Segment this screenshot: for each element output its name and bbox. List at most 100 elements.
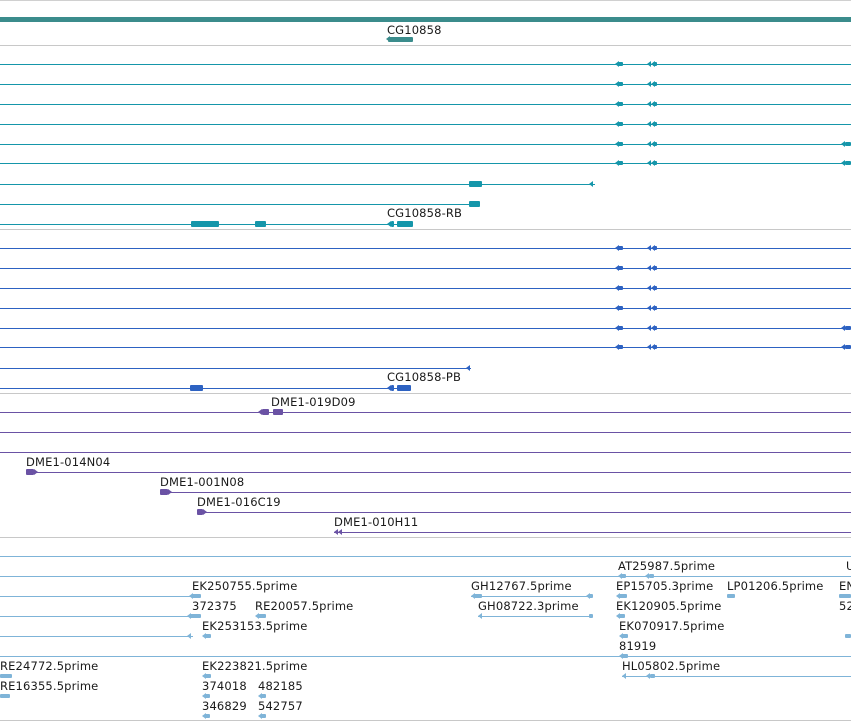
exon-block[interactable] [589, 614, 593, 618]
intron-line[interactable] [0, 144, 851, 145]
intron-line[interactable] [0, 556, 851, 557]
est-label[interactable]: EK223821.5prime [202, 659, 308, 673]
exon-block[interactable] [653, 122, 657, 126]
gene-block[interactable] [388, 37, 413, 42]
exon-block[interactable] [192, 594, 201, 598]
exon-block[interactable] [469, 201, 480, 207]
est-label[interactable]: EK250755.5prime [192, 579, 298, 593]
est-label[interactable]: EK120905.5prime [616, 599, 722, 613]
exon-block[interactable] [653, 345, 657, 349]
exon-block[interactable] [618, 122, 623, 126]
intron-line[interactable] [0, 64, 851, 65]
exon-block[interactable] [255, 221, 266, 227]
intron-line[interactable] [334, 532, 851, 533]
intron-line[interactable] [0, 596, 201, 597]
clone-label[interactable]: DME1-001N08 [160, 475, 245, 489]
intron-line[interactable] [0, 432, 851, 433]
exon-block[interactable] [618, 82, 623, 86]
exon-block[interactable] [839, 594, 851, 598]
exon-block[interactable] [397, 221, 413, 227]
exon-block[interactable] [618, 286, 623, 290]
exon-block[interactable] [618, 142, 623, 146]
exon-block[interactable] [261, 714, 266, 718]
exon-block[interactable] [653, 62, 657, 66]
intron-line[interactable] [0, 347, 851, 348]
intron-line[interactable] [622, 676, 851, 677]
exon-block[interactable] [197, 509, 203, 515]
est-label[interactable]: GH12767.5prime [471, 579, 572, 593]
intron-line[interactable] [0, 124, 851, 125]
est-label[interactable]: EN [839, 579, 851, 593]
est-label[interactable]: HL05802.5prime [622, 659, 721, 673]
exon-block[interactable] [0, 674, 12, 678]
exon-block[interactable] [653, 161, 657, 165]
intron-line[interactable] [197, 512, 851, 513]
transcript-label-pb[interactable]: CG10858-PB [387, 370, 461, 384]
exon-block[interactable] [845, 142, 851, 146]
exon-block[interactable] [205, 694, 210, 698]
intron-line[interactable] [0, 616, 201, 617]
intron-line[interactable] [160, 492, 851, 493]
clone-label[interactable]: DME1-010H11 [334, 515, 419, 529]
exon-block[interactable] [262, 409, 269, 415]
exon-block[interactable] [191, 221, 219, 227]
exon-block[interactable] [727, 594, 735, 598]
exon-block[interactable] [190, 385, 203, 391]
exon-block[interactable] [845, 161, 851, 165]
est-label[interactable]: AT25987.5prime [618, 559, 716, 573]
est-label[interactable]: 482185 [258, 679, 303, 693]
intron-line[interactable] [0, 368, 471, 369]
exon-block[interactable] [618, 62, 623, 66]
exon-block[interactable] [190, 614, 201, 618]
est-label[interactable]: 52 [839, 599, 851, 613]
intron-line[interactable] [0, 248, 851, 249]
intron-line[interactable] [0, 412, 851, 413]
exon-block[interactable] [160, 489, 168, 495]
exon-block[interactable] [391, 385, 394, 391]
gene-label[interactable]: CG10858 [387, 23, 442, 37]
exon-block[interactable] [205, 674, 211, 678]
est-label[interactable]: 81919 [619, 639, 657, 653]
clone-label[interactable]: DME1-016C19 [197, 495, 281, 509]
exon-block[interactable] [258, 614, 266, 618]
intron-line[interactable] [0, 288, 851, 289]
exon-block[interactable] [619, 614, 625, 618]
exon-block[interactable] [391, 221, 394, 227]
intron-line[interactable] [0, 656, 851, 657]
exon-block[interactable] [618, 326, 623, 330]
intron-line[interactable] [471, 596, 593, 597]
exon-block[interactable] [589, 594, 593, 598]
est-label[interactable]: GH08722.3prime [478, 599, 579, 613]
exon-block[interactable] [26, 469, 34, 475]
transcript-label-rb[interactable]: CG10858-RB [387, 206, 463, 220]
exon-block[interactable] [474, 594, 482, 598]
exon-block[interactable] [845, 326, 851, 330]
est-label[interactable]: 372375 [192, 599, 237, 613]
exon-block[interactable] [845, 345, 851, 349]
exon-block[interactable] [618, 306, 623, 310]
intron-line[interactable] [0, 636, 193, 637]
est-label[interactable]: RE20057.5prime [255, 599, 354, 613]
intron-line[interactable] [0, 452, 851, 453]
intron-line[interactable] [0, 184, 595, 185]
clone-label[interactable]: DME1-014N04 [26, 455, 111, 469]
est-label[interactable]: RE16355.5prime [0, 679, 99, 693]
est-label[interactable]: 346829 [202, 699, 247, 713]
intron-line[interactable] [0, 388, 411, 389]
exon-block[interactable] [653, 142, 657, 146]
intron-line[interactable] [0, 104, 851, 105]
est-label[interactable]: EK253153.5prime [202, 619, 308, 633]
exon-block[interactable] [261, 694, 266, 698]
exon-block[interactable] [653, 306, 657, 310]
exon-block[interactable] [653, 102, 657, 106]
est-label[interactable]: RE24772.5prime [0, 659, 99, 673]
exon-block[interactable] [653, 246, 657, 250]
est-label[interactable]: EK070917.5prime [619, 619, 725, 633]
est-label[interactable]: U [846, 559, 851, 573]
exon-block[interactable] [622, 654, 628, 658]
exon-block[interactable] [650, 674, 655, 678]
exon-block[interactable] [273, 409, 283, 415]
exon-block[interactable] [397, 385, 411, 391]
exon-block[interactable] [619, 594, 627, 598]
exon-block[interactable] [622, 634, 628, 638]
